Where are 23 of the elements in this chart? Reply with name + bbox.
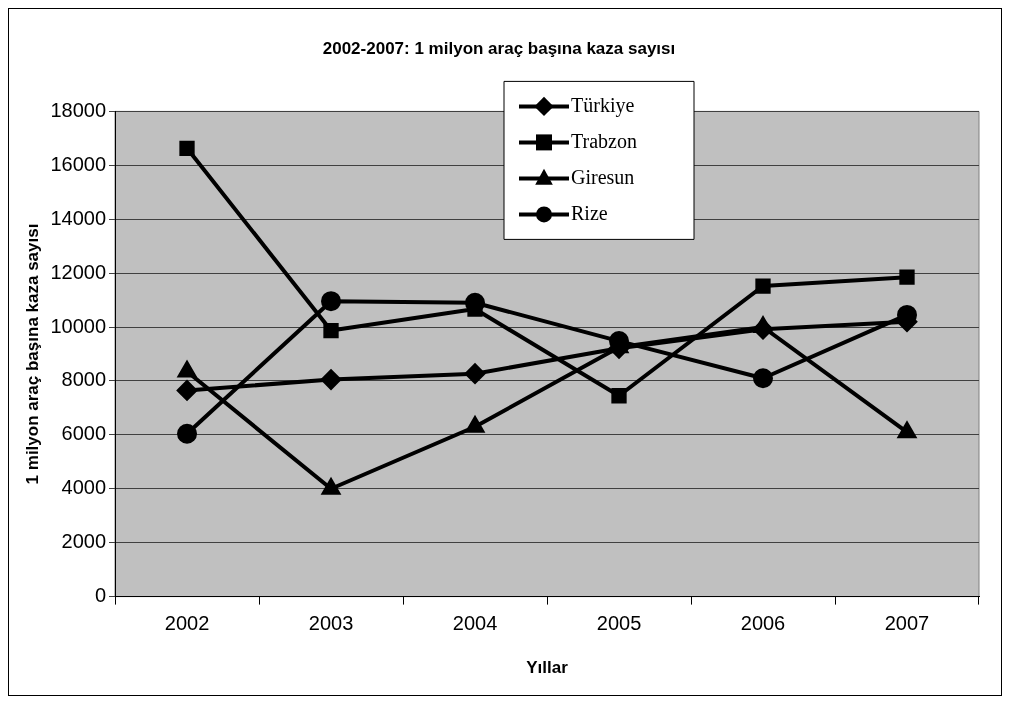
legend-label: Rize [571,201,608,224]
x-axis-title: Yıllar [526,658,569,678]
legend-label: Türkiye [571,93,635,117]
x-tick-label: 2005 [596,612,642,635]
legend-label: Giresun [571,165,635,188]
y-tick-label: 2000 [61,530,107,553]
y-tick-label: 10000 [50,314,107,337]
x-tick-label: 2006 [740,612,786,635]
y-tick-label: 18000 [50,98,107,121]
y-tick-label: 14000 [50,206,107,229]
y-axis-title: 1 milyon araç başına kaza sayısı [22,223,42,485]
y-tick-label: 6000 [61,422,107,445]
y-tick-label: 12000 [50,260,107,283]
y-tick-label: 0 [94,584,107,607]
legend-label: Trabzon [571,129,637,152]
y-tick-label: 16000 [50,152,107,175]
y-tick-label: 8000 [61,368,107,391]
y-tick-label: 4000 [61,476,107,499]
x-tick-label: 2004 [452,612,498,635]
x-tick-label: 2003 [308,612,354,635]
x-tick-label: 2002 [164,612,210,635]
chart-title: 2002-2007: 1 milyon araç başına kaza sayısı [322,38,676,58]
x-tick-label: 2007 [884,612,930,635]
